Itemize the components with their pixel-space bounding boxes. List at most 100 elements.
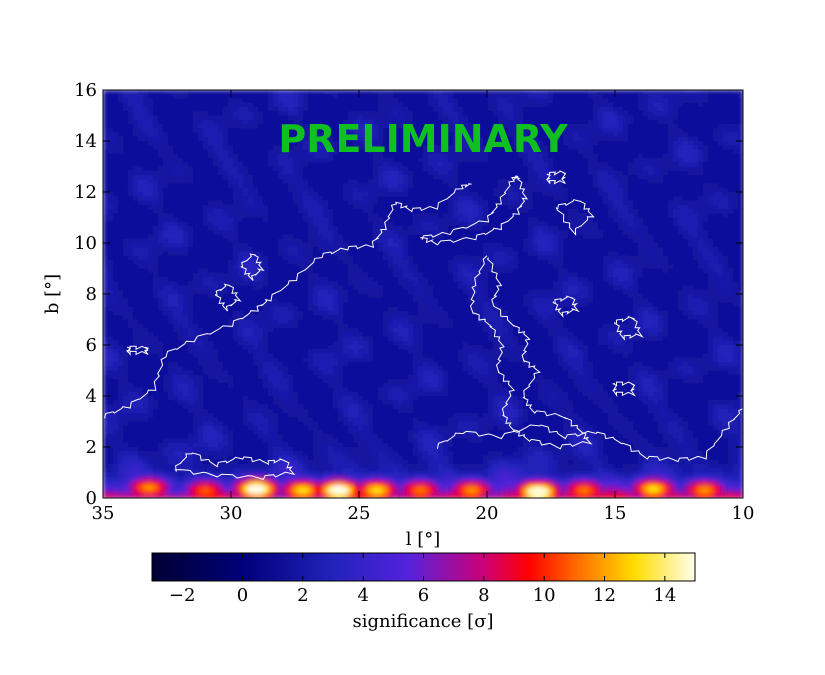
heatmap-cell [518,141,524,146]
heatmap-cell [503,183,509,189]
heatmap-cell [213,209,219,214]
heatmap-cell [528,179,534,185]
heatmap-cell [553,179,559,185]
heatmap-cell [248,158,254,163]
heatmap-cell [273,107,279,112]
heatmap-cell [613,132,619,138]
heatmap-cell [183,209,189,214]
heatmap-cell [103,149,109,155]
heatmap-cell [208,136,214,142]
heatmap-cell [523,98,529,104]
heatmap-cell [738,200,743,206]
heatmap-cell [583,98,589,104]
heatmap-cell [563,141,569,146]
heatmap-cell [228,247,234,253]
heatmap-cell [618,94,624,100]
heatmap-cell [203,124,209,129]
heatmap-cell [368,141,374,146]
heatmap-cell [193,243,199,248]
heatmap-cell [178,175,184,180]
heatmap-cell [108,196,114,202]
heatmap-cell [143,238,149,244]
heatmap-cell [358,175,364,180]
heatmap-cell [113,107,119,112]
heatmap-cell [653,90,659,95]
heatmap-cell [163,221,169,227]
heatmap-cell [393,217,399,223]
heatmap-cell [103,255,109,261]
heatmap-cell [223,238,229,244]
heatmap-cell [658,166,664,172]
heatmap-cell [118,196,124,202]
heatmap-cell [173,124,179,129]
heatmap-cell [503,179,509,185]
heatmap-cell [233,213,239,219]
heatmap-cell [518,234,524,240]
heatmap-cell [598,209,604,214]
heatmap-cell [128,128,134,134]
heatmap-cell [673,149,679,155]
heatmap-cell [598,90,604,95]
heatmap-cell [238,111,244,117]
heatmap-cell [273,213,279,219]
heatmap-cell [668,124,674,129]
heatmap-cell [623,119,629,125]
heatmap-cell [643,226,649,231]
heatmap-cell [648,251,654,257]
heatmap-cell [618,115,624,121]
heatmap-cell [498,115,504,121]
heatmap-cell [473,234,479,240]
heatmap-cell [728,153,734,159]
heatmap-cell [223,153,229,159]
heatmap-cell [553,234,559,240]
heatmap-cell [283,136,289,142]
heatmap-cell [478,141,484,146]
heatmap-cell [663,179,669,185]
heatmap-cell [478,200,484,206]
heatmap-cell [463,136,469,142]
heatmap-cell [733,200,739,206]
heatmap-cell [278,94,284,100]
heatmap-cell [178,136,184,142]
heatmap-cell [548,187,554,193]
heatmap-cell [413,209,419,214]
heatmap-cell [203,209,209,214]
heatmap-cell [578,234,584,240]
heatmap-cell [413,132,419,138]
heatmap-cell [563,90,569,95]
heatmap-cell [293,209,299,214]
heatmap-cell [713,115,719,121]
heatmap-cell [228,234,234,240]
heatmap-cell [458,204,464,210]
heatmap-cell [628,98,634,104]
heatmap-cell [203,179,209,185]
heatmap-cell [313,107,319,112]
heatmap-cell [288,183,294,189]
heatmap-cell [708,209,714,214]
heatmap-cell [608,226,614,231]
heatmap-cell [508,107,514,112]
heatmap-cell [573,200,579,206]
heatmap-cell [388,196,394,202]
heatmap-cell [403,94,409,100]
heatmap-cell [163,119,169,125]
heatmap-cell [373,145,379,151]
heatmap-cell [258,221,264,227]
heatmap-cell [543,204,549,210]
heatmap-cell [678,136,684,142]
heatmap-cell [243,98,249,104]
heatmap-cell [213,107,219,112]
heatmap-cell [343,145,349,151]
heatmap-cell [468,111,474,117]
heatmap-cell [733,251,739,257]
heatmap-cell [153,124,159,129]
heatmap-cell [553,98,559,104]
heatmap-cell [393,243,399,248]
heatmap-cell [688,90,694,95]
heatmap-cell [128,230,134,236]
heatmap-cell [523,230,529,236]
heatmap-cell [183,90,189,95]
heatmap-cell [378,183,384,189]
heatmap-cell [263,213,269,219]
heatmap-cell [488,175,494,180]
